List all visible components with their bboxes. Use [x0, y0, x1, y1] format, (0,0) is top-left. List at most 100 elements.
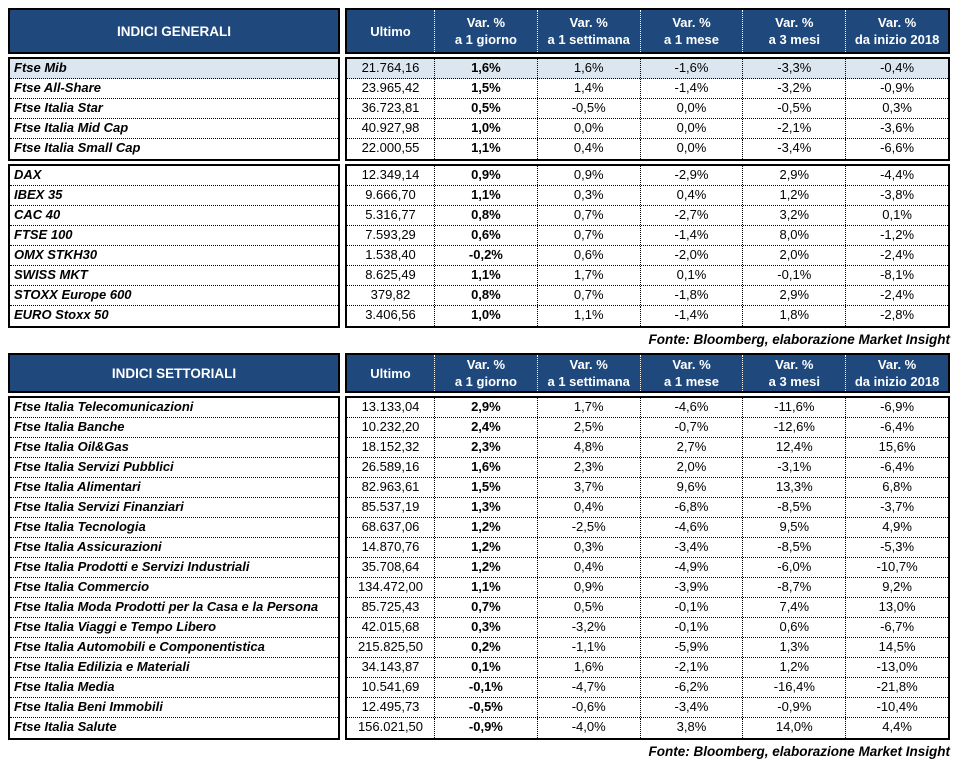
- pct-value: 0,0%: [639, 99, 743, 118]
- ultimo-value: 7.593,29: [365, 227, 416, 242]
- pct-value: -0,9%: [742, 698, 845, 717]
- ultimo-value: 23.965,42: [361, 80, 420, 95]
- pct-value: 3,8%: [639, 718, 743, 738]
- ultimo-value: 36.723,81: [361, 100, 420, 115]
- pct-value: -13,0%: [845, 658, 948, 677]
- row-label: DAX: [10, 166, 338, 186]
- pct-value: -8,7%: [742, 578, 845, 597]
- pct-value: -3,3%: [742, 59, 845, 78]
- pct-value: -6,7%: [845, 618, 948, 637]
- table-row: 22.000,55 1,1% 0,4% 0,0% -3,4% -6,6%: [347, 139, 948, 159]
- pct-value: -1,2%: [845, 226, 948, 245]
- table-row: 12.495,73 -0,5% -0,6% -3,4% -0,9% -10,4%: [347, 698, 948, 718]
- row-label: Ftse Italia Alimentari: [10, 478, 338, 498]
- pct-value: 0,9%: [536, 166, 640, 185]
- table-row: 8.625,49 1,1% 1,7% 0,1% -0,1% -8,1%: [347, 266, 948, 286]
- pct-value: -2,9%: [639, 166, 743, 185]
- pct-value: 1,3%: [434, 498, 537, 517]
- table-row: 156.021,50 -0,9% -4,0% 3,8% 14,0% 4,4%: [347, 718, 948, 738]
- pct-value: 4,4%: [845, 718, 948, 738]
- pct-value: -2,8%: [845, 306, 948, 326]
- ultimo-value: 34.143,87: [361, 659, 420, 674]
- table-row: 10.541,69 -0,1% -4,7% -6,2% -16,4% -21,8%: [347, 678, 948, 698]
- pct-value: -0,9%: [845, 79, 948, 98]
- pct-value: 0,7%: [434, 598, 537, 617]
- pct-value: 4,9%: [845, 518, 948, 537]
- pct-value: -5,9%: [639, 638, 743, 657]
- pct-value: 0,6%: [742, 618, 845, 637]
- pct-value: -6,4%: [845, 458, 948, 477]
- pct-value: 9,6%: [639, 478, 743, 497]
- pct-value: 2,0%: [639, 458, 743, 477]
- pct-value: -0,5%: [434, 698, 537, 717]
- pct-value: -6,2%: [639, 678, 743, 697]
- pct-value: 0,9%: [434, 166, 537, 185]
- pct-value: 0,0%: [536, 119, 640, 138]
- pct-value: -8,1%: [845, 266, 948, 285]
- pct-value: -1,1%: [536, 638, 640, 657]
- column-header-var-da-inizio-2018: Var. % da inizio 2018: [845, 355, 948, 391]
- column-header-line1: Ultimo: [370, 365, 411, 381]
- table-row: 85.537,19 1,3% 0,4% -6,8% -8,5% -3,7%: [347, 498, 948, 518]
- pct-value: 14,5%: [845, 638, 948, 657]
- pct-value: -4,6%: [639, 518, 743, 537]
- pct-value: 1,8%: [742, 306, 845, 326]
- column-header-line2: a 1 mese: [664, 374, 719, 389]
- row-label: Ftse Italia Prodotti e Servizi Industria…: [10, 558, 338, 578]
- pct-value: -1,4%: [639, 226, 743, 245]
- table-row: 35.708,64 1,2% 0,4% -4,9% -6,0% -10,7%: [347, 558, 948, 578]
- row-label: Ftse Italia Salute: [14, 719, 117, 734]
- column-header-line2: a 1 giorno: [454, 374, 517, 389]
- column-header-line2: a 3 mesi: [768, 374, 820, 389]
- pct-value: 0,8%: [434, 206, 537, 225]
- pct-value: -4,0%: [536, 718, 640, 738]
- pct-value: -0,5%: [742, 99, 845, 118]
- row-label: Ftse Italia Beni Immobili: [10, 698, 338, 718]
- column-header-var-da-inizio-2018: Var. % da inizio 2018: [845, 10, 948, 52]
- table-title: INDICI SETTORIALI: [8, 353, 340, 393]
- pct-value: 4,8%: [536, 438, 640, 457]
- ultimo-value: 9.666,70: [365, 187, 416, 202]
- pct-value: -2,4%: [845, 246, 948, 265]
- table-row: 21.764,16 1,6% 1,6% -1,6% -3,3% -0,4%: [347, 59, 948, 79]
- column-header-line1: Var. %: [466, 15, 506, 30]
- pct-value: 0,6%: [536, 246, 640, 265]
- table-row: 26.589,16 1,6% 2,3% 2,0% -3,1% -6,4%: [347, 458, 948, 478]
- column-header-line1: Ultimo: [370, 23, 411, 39]
- table-row: 5.316,77 0,8% 0,7% -2,7% 3,2% 0,1%: [347, 206, 948, 226]
- row-label: Ftse Italia Small Cap: [14, 140, 141, 155]
- pct-value: 2,5%: [536, 418, 640, 437]
- column-header-line2: a 3 mesi: [768, 32, 820, 47]
- pct-value: 1,6%: [536, 59, 640, 78]
- pct-value: 13,0%: [845, 598, 948, 617]
- index-values-column: 12.349,14 0,9% 0,9% -2,9% 2,9% -4,4% 9.666,70 1…: [345, 164, 950, 328]
- table-row: 42.015,68 0,3% -3,2% -0,1% 0,6% -6,7%: [347, 618, 948, 638]
- indici-generali-body: Ftse Mib Ftse All-Share Ftse Italia Star Ft…: [8, 57, 950, 328]
- row-label: Ftse Mib: [10, 59, 338, 79]
- indici-settoriali-section: INDICI SETTORIALI Ultimo Var. % a 1 giorno…: [8, 353, 950, 762]
- pct-value: 15,6%: [845, 438, 948, 457]
- table-row: 215.825,50 0,2% -1,1% -5,9% 1,3% 14,5%: [347, 638, 948, 658]
- pct-value: 0,4%: [536, 498, 640, 517]
- pct-value: 3,7%: [536, 478, 640, 497]
- pct-value: -3,2%: [742, 79, 845, 98]
- ultimo-value: 18.152,32: [361, 439, 420, 454]
- row-label: FTSE 100: [10, 226, 338, 246]
- column-header-ultimo: Ultimo: [347, 355, 434, 391]
- pct-value: 0,3%: [845, 99, 948, 118]
- column-header-var-1-mese: Var. % a 1 mese: [639, 355, 743, 391]
- pct-value: -8,5%: [742, 538, 845, 557]
- column-header-line2: a 1 settimana: [547, 32, 630, 47]
- column-header-var-3-mesi: Var. % a 3 mesi: [742, 355, 845, 391]
- pct-value: -1,4%: [639, 306, 743, 326]
- column-header-ultimo: Ultimo: [347, 10, 434, 52]
- indici-generali-section: INDICI GENERALI Ultimo Var. % a 1 giorno Va…: [8, 8, 950, 351]
- pct-value: -3,6%: [845, 119, 948, 138]
- ultimo-value: 26.589,16: [361, 459, 420, 474]
- row-label: IBEX 35: [10, 186, 338, 206]
- pct-value: -4,6%: [639, 398, 743, 417]
- row-label: Ftse Italia Servizi Pubblici: [10, 458, 338, 478]
- table-row: 3.406,56 1,0% 1,1% -1,4% 1,8% -2,8%: [347, 306, 948, 326]
- ultimo-value: 82.963,61: [361, 479, 420, 494]
- pct-value: 2,9%: [742, 166, 845, 185]
